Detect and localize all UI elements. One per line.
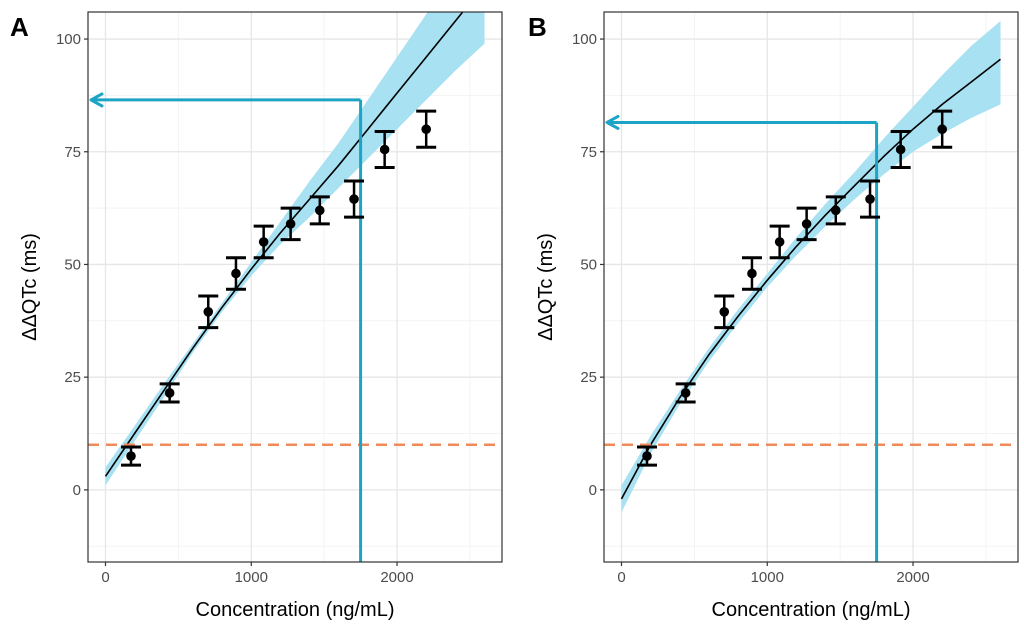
- panel-a-data-point-1: [164, 388, 175, 398]
- panel-a-data-point-4: [258, 237, 269, 247]
- panel-b-data-point-2: [719, 306, 730, 317]
- panel-a-x-axis-title: Concentration (ng/mL): [196, 599, 395, 621]
- panel-b-y-tick-label-3: 75: [580, 144, 597, 161]
- panel-b: B 0 1000 2000 0 25 50 75 100 Concentration (ng/m…: [528, 11, 1019, 621]
- panel-b-confidence-band: [621, 21, 1001, 513]
- panel-b-data-point-6: [830, 205, 841, 216]
- panel-a-x-tick-label-0: 0: [101, 569, 109, 586]
- panel-a-data-point-5: [285, 219, 296, 229]
- panel-a-data-point-9: [421, 124, 431, 135]
- panel-a-y-tick-label-0: 0: [73, 482, 81, 499]
- panel-b-plot-frame: [603, 11, 1019, 563]
- panel-b-x-axis-title: Concentration (ng/mL): [712, 599, 911, 621]
- panel-b-y-tick-label-0: 0: [589, 482, 597, 499]
- panel-b-y-tick-label-4: 100: [572, 31, 597, 48]
- panel-a-data-point-6: [314, 205, 325, 216]
- panel-b-data-point-0: [642, 451, 652, 461]
- panel-a-plot-area: [88, 12, 502, 562]
- panel-a-data-point-2: [203, 306, 214, 317]
- panel-b-x-tick-label-0: 0: [617, 569, 625, 586]
- panel-a: A 0 1000 2000 0 25 50 75 100 Concentration (ng/m…: [10, 11, 503, 621]
- panel-a-plot-frame: [87, 11, 503, 563]
- panel-b-data-point-5: [801, 219, 812, 229]
- panel-b-data-point-7: [865, 194, 875, 204]
- panel-a-y-tick-label-4: 100: [56, 31, 81, 48]
- panel-b-x-tick-label-1: 1000: [751, 569, 784, 586]
- panel-a-x-tick-label-1: 1000: [235, 569, 268, 586]
- panel-b-x-tick-label-2: 2000: [896, 569, 929, 586]
- panel-a-arrow-head: [89, 92, 104, 108]
- panel-b-y-tick-label-2: 50: [580, 256, 597, 273]
- panel-b-data-point-4: [774, 237, 785, 247]
- panel-a-y-tick-label-1: 25: [64, 369, 81, 386]
- panel-b-label: B: [528, 12, 547, 42]
- panel-a-label: A: [10, 12, 29, 42]
- panel-a-confidence-band: [105, 12, 485, 486]
- panel-b-y-axis-title: ΔΔQTc (ms): [535, 233, 557, 341]
- panel-b-plot-area: [604, 12, 1018, 562]
- panel-a-data-point-3: [231, 268, 241, 279]
- panel-b-data-point-9: [937, 124, 947, 135]
- panel-a-data-point-7: [349, 194, 359, 204]
- panel-b-arrow-head: [605, 114, 620, 130]
- panel-b-y-tick-label-1: 25: [580, 369, 597, 386]
- panel-a-y-axis-title: ΔΔQTc (ms): [19, 233, 41, 341]
- panel-b-data-point-3: [747, 268, 757, 279]
- panel-a-y-tick-label-2: 50: [64, 256, 81, 273]
- panel-a-x-tick-label-2: 2000: [380, 569, 413, 586]
- panel-a-data-point-0: [126, 451, 136, 461]
- panel-b-data-point-1: [680, 388, 691, 398]
- panel-a-y-tick-label-3: 75: [64, 144, 81, 161]
- panel-b-data-point-8: [895, 144, 906, 155]
- panel-a-data-point-8: [379, 144, 390, 155]
